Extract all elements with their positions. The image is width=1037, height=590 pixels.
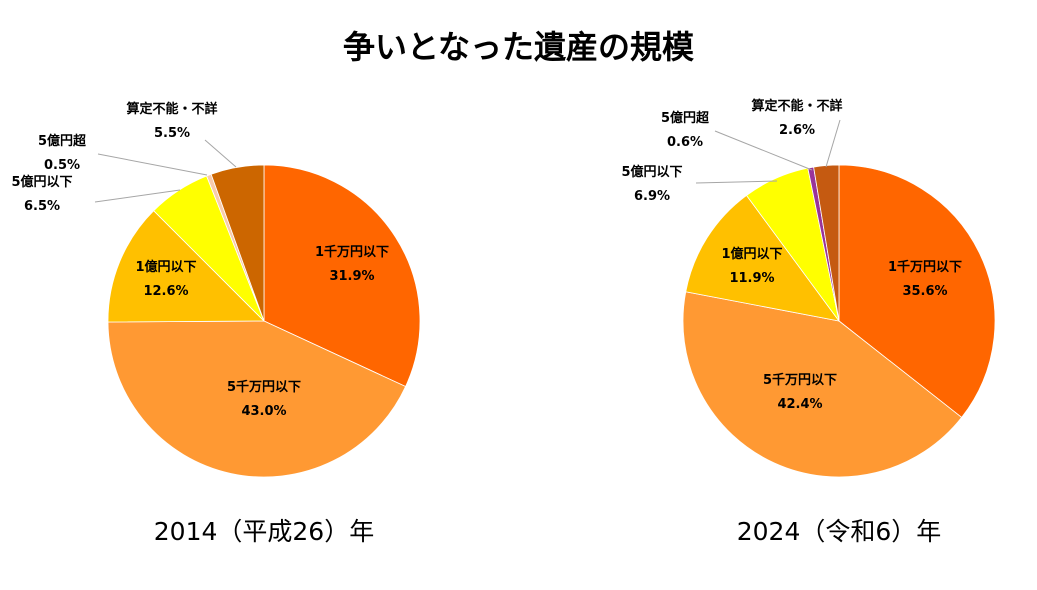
slice-category-label: 5千万円以下 xyxy=(763,372,837,388)
year-caption: 2014（平成26）年 xyxy=(154,517,374,546)
pie-slice-1-2 xyxy=(685,194,840,322)
slice-value-label: 35.6% xyxy=(902,284,947,299)
pie-slice-1-1 xyxy=(682,291,963,478)
slice-value-label: 2.6% xyxy=(779,123,815,138)
slice-value-label: 6.5% xyxy=(24,199,60,214)
leader-line xyxy=(204,139,237,168)
slice-category-label: 1億円以下 xyxy=(721,246,782,262)
pie-slice-1-0 xyxy=(838,164,996,418)
slice-category-label: 5千万円以下 xyxy=(227,379,301,395)
leader-line xyxy=(825,119,841,168)
leader-line xyxy=(714,130,813,171)
pie-slice-0-1 xyxy=(107,320,407,478)
year-caption: 2024（令和6）年 xyxy=(737,517,942,546)
slice-category-label: 算定不能・不詳 xyxy=(751,98,842,114)
slice-value-label: 31.9% xyxy=(329,269,374,284)
leader-line xyxy=(97,153,208,176)
leader-line xyxy=(695,180,778,184)
slice-value-label: 12.6% xyxy=(143,284,188,299)
slice-value-label: 0.6% xyxy=(667,135,703,150)
slice-value-label: 43.0% xyxy=(241,404,286,419)
chart-title: 争いとなった遺産の規模 xyxy=(342,28,695,66)
slice-category-label: 算定不能・不詳 xyxy=(126,101,217,117)
slice-category-label: 5億円以下 xyxy=(621,164,682,180)
slice-category-label: 5億円超 xyxy=(38,133,87,149)
slice-category-label: 1億円以下 xyxy=(135,259,196,275)
slice-category-label: 1千万円以下 xyxy=(315,244,389,260)
slice-value-label: 42.4% xyxy=(777,397,822,412)
slice-value-label: 5.5% xyxy=(154,126,190,141)
pie-slice-0-0 xyxy=(263,164,421,388)
leader-line xyxy=(94,189,181,203)
slice-value-label: 11.9% xyxy=(729,271,774,286)
slice-value-label: 0.5% xyxy=(44,158,80,173)
pie-slice-0-5 xyxy=(210,164,265,322)
pie-slice-0-2 xyxy=(107,210,265,323)
slice-category-label: 5億円以下 xyxy=(11,174,72,190)
slice-category-label: 1千万円以下 xyxy=(888,259,962,275)
slice-category-label: 5億円超 xyxy=(661,110,710,126)
slice-value-label: 6.9% xyxy=(634,189,670,204)
